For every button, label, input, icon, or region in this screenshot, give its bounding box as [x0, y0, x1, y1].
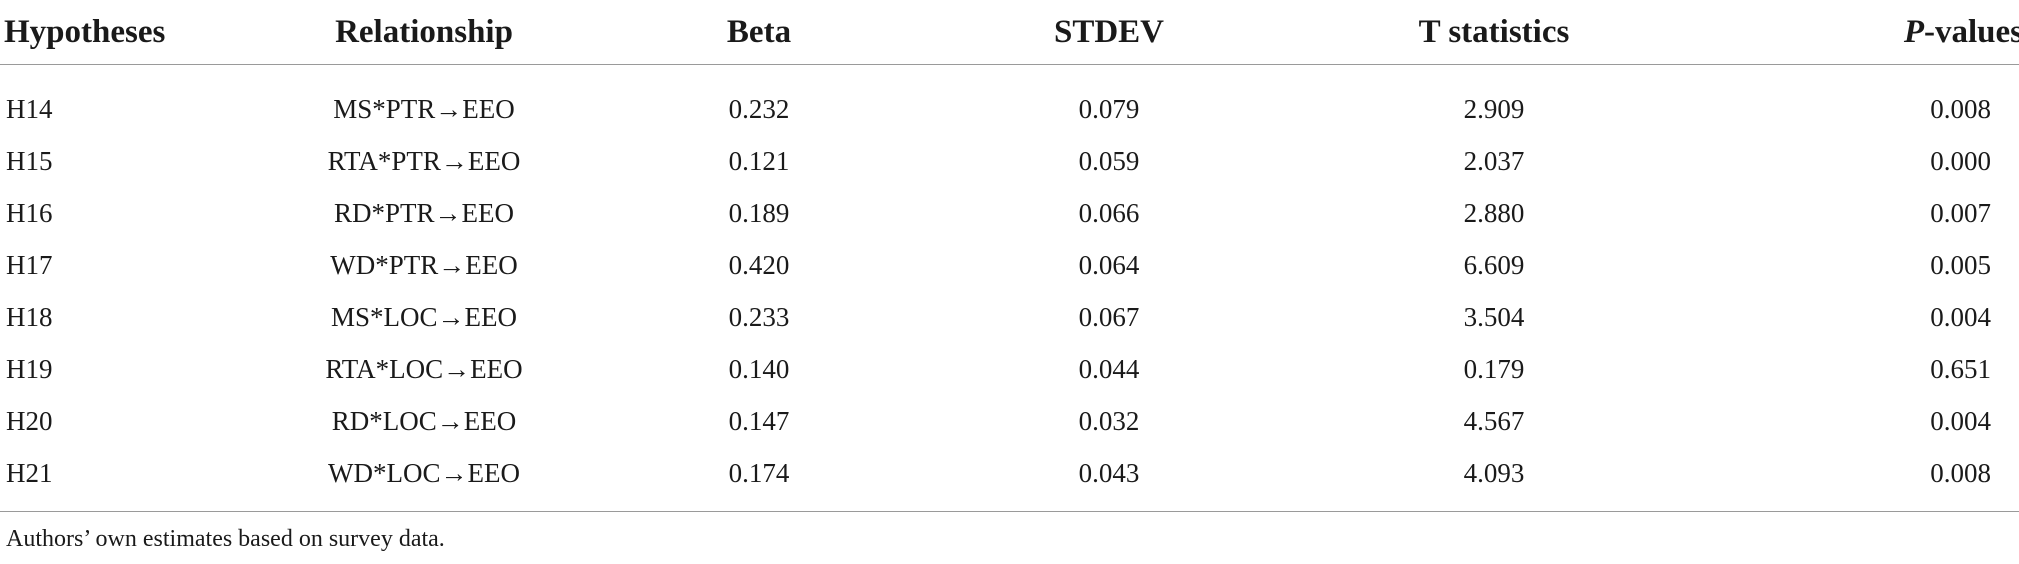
cell-stdev: 0.032	[1078, 405, 1140, 436]
cell-p-value: 0.007	[1930, 197, 1991, 228]
table-row: H15 RTA*PTR→EEO 0.121 0.059 2.037 0.000	[0, 135, 2019, 187]
cell-beta: 0.232	[728, 93, 790, 124]
cell-hypothesis: H20	[6, 405, 53, 436]
cell-beta: 0.420	[728, 249, 790, 280]
cell-t-statistic: 6.609	[1463, 249, 1525, 280]
cell-t-statistic: 4.093	[1274, 447, 1714, 512]
table-footnote: Authors’ own estimates based on survey d…	[6, 526, 445, 552]
cell-stdev: 0.043	[944, 447, 1274, 512]
cell-beta: 0.140	[728, 353, 790, 384]
cell-beta: 0.121	[728, 145, 790, 176]
cell-relationship: WD*PTR→EEO	[330, 249, 518, 280]
table-row: H14 MS*PTR→EEO 0.232 0.079 2.909 0.008	[0, 65, 2019, 136]
table-body: H14 MS*PTR→EEO 0.232 0.079 2.909 0.008 H…	[0, 65, 2019, 512]
cell-beta: 0.147	[728, 405, 790, 436]
cell-relationship: WD*LOC→EEO	[274, 447, 574, 512]
cell-beta: 0.233	[728, 301, 790, 332]
cell-stdev: 0.044	[1078, 353, 1140, 384]
header-stdev: STDEV	[944, 0, 1274, 65]
table-row: H19 RTA*LOC→EEO 0.140 0.044 0.179 0.651	[0, 343, 2019, 395]
cell-t-statistic: 3.504	[1463, 301, 1525, 332]
table-header: Hypotheses Relationship Beta STDEV T sta…	[0, 0, 2019, 65]
header-hypotheses: Hypotheses	[0, 0, 274, 65]
cell-relationship: MS*LOC→EEO	[330, 301, 517, 332]
cell-p-value: 0.651	[1930, 353, 1991, 384]
cell-stdev: 0.064	[1078, 249, 1140, 280]
cell-beta: 0.189	[728, 197, 790, 228]
cell-t-statistic: 2.880	[1463, 197, 1525, 228]
header-t-statistics: T statistics	[1274, 0, 1714, 65]
cell-hypothesis: H18	[6, 301, 53, 332]
table-row: H16 RD*PTR→EEO 0.189 0.066 2.880 0.007	[0, 187, 2019, 239]
cell-p-value: 0.004	[1930, 405, 1991, 436]
cell-p-value: 0.000	[1930, 145, 1991, 176]
cell-relationship: RTA*PTR→EEO	[327, 145, 521, 176]
cell-relationship: RD*PTR→EEO	[333, 197, 514, 228]
cell-hypothesis: H21	[0, 447, 274, 512]
header-row: Hypotheses Relationship Beta STDEV T sta…	[0, 0, 2019, 65]
cell-relationship: RD*LOC→EEO	[331, 405, 517, 436]
results-table: Hypotheses Relationship Beta STDEV T sta…	[0, 0, 2019, 512]
header-relationship: Relationship	[274, 0, 574, 65]
cell-hypothesis: H15	[6, 145, 53, 176]
cell-relationship: MS*PTR→EEO	[333, 93, 515, 124]
cell-p-value: 0.004	[1930, 301, 1991, 332]
cell-t-statistic: 2.037	[1463, 145, 1525, 176]
cell-stdev: 0.059	[1078, 145, 1140, 176]
cell-stdev: 0.067	[1078, 301, 1140, 332]
table-row: H18 MS*LOC→EEO 0.233 0.067 3.504 0.004	[0, 291, 2019, 343]
cell-stdev: 0.066	[1078, 197, 1140, 228]
cell-p-value: 0.008	[1930, 93, 1991, 124]
header-p-values: P-values	[1714, 0, 2019, 65]
table-row: H17 WD*PTR→EEO 0.420 0.064 6.609 0.005	[0, 239, 2019, 291]
cell-t-statistic: 0.179	[1463, 353, 1525, 384]
header-p-values-rest: -values	[1924, 13, 2019, 50]
cell-stdev: 0.079	[1078, 93, 1140, 124]
header-beta: Beta	[574, 0, 944, 65]
cell-t-statistic: 2.909	[1463, 93, 1525, 124]
cell-relationship: RTA*LOC→EEO	[325, 353, 523, 384]
cell-p-value: 0.005	[1930, 249, 1991, 280]
cell-hypothesis: H17	[6, 249, 53, 280]
cell-t-statistic: 4.567	[1463, 405, 1525, 436]
cell-hypothesis: H14	[6, 93, 53, 124]
cell-hypothesis: H16	[6, 197, 53, 228]
header-p-values-italic: P	[1903, 13, 1924, 50]
cell-beta: 0.174	[574, 447, 944, 512]
cell-p-value: 0.008	[1714, 447, 2019, 512]
cell-hypothesis: H19	[6, 353, 53, 384]
table-row: H21 WD*LOC→EEO 0.174 0.043 4.093 0.008	[0, 447, 2019, 512]
table-row: H20 RD*LOC→EEO 0.147 0.032 4.567 0.004	[0, 395, 2019, 447]
